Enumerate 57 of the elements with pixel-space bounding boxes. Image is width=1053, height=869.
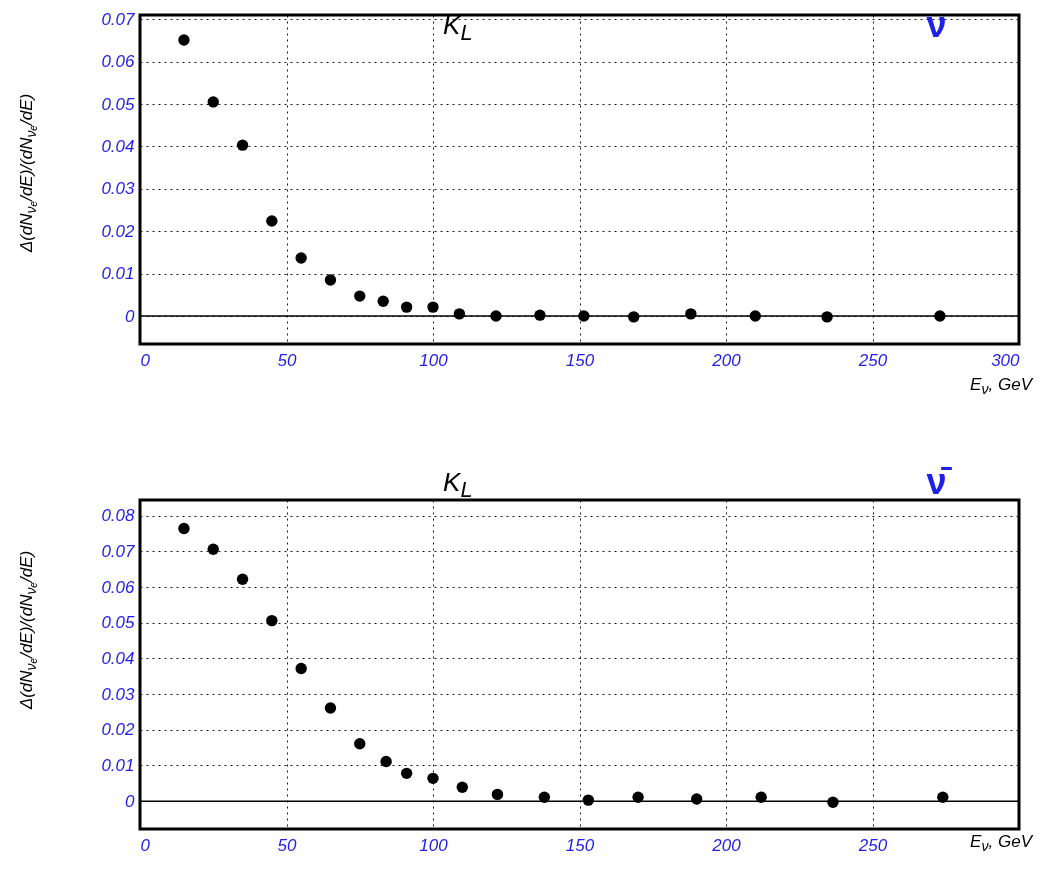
y-tick-label: 0.04 [101, 136, 135, 156]
point [380, 755, 392, 768]
x-axis-title: E$_{ν}$, GeV [970, 375, 1032, 398]
x-tick-label: 50 [277, 835, 297, 855]
y-tick-label: 0.05 [101, 94, 136, 114]
point [207, 96, 219, 108]
point [207, 543, 219, 555]
x-tick-label: 0 [140, 835, 151, 855]
x-tick-label: 50 [277, 350, 297, 370]
point [178, 522, 190, 535]
y-tick-label: 0.04 [101, 648, 135, 668]
y-tick-label: 0.02 [101, 720, 136, 740]
point [324, 274, 337, 286]
x-tick-label: 0 [140, 350, 151, 370]
x-tick-label: 150 [565, 835, 595, 855]
point [236, 573, 249, 585]
annotation: K$_{L}$ [443, 10, 473, 47]
y-tick-label: 0 [125, 306, 136, 326]
point [236, 139, 249, 151]
point [400, 301, 413, 313]
y-tick-label: 0 [125, 791, 136, 811]
point [295, 662, 307, 675]
x-tick-label: 200 [711, 835, 742, 855]
x-tick-label: 300 [991, 350, 1021, 370]
point [456, 781, 468, 793]
x-axis-title: E$_{ν}$, GeV [970, 832, 1032, 855]
y-tick-label: 0.08 [101, 506, 136, 526]
y-tick-label: 0.03 [101, 179, 136, 199]
point [295, 252, 307, 264]
y-tick-label: 0.02 [101, 221, 136, 241]
y-tick-label: 0.01 [101, 755, 135, 775]
x-tick-label: 100 [419, 835, 449, 855]
x-tick-label: 250 [857, 350, 888, 370]
x-tick-label: 100 [419, 350, 449, 370]
point [400, 767, 413, 780]
point [324, 702, 337, 714]
point [178, 34, 190, 46]
y-tick-label: 0.05 [101, 613, 136, 633]
y-tick-label: 0.07 [101, 541, 136, 561]
point [266, 215, 278, 227]
point [377, 295, 389, 307]
annotation: ν [926, 4, 947, 46]
point [354, 290, 366, 302]
y-tick-label: 0.03 [101, 684, 136, 704]
x-tick-label: 250 [857, 835, 888, 855]
annotation: K$_{L}$ [443, 467, 473, 504]
point [266, 614, 278, 627]
point [491, 788, 504, 801]
x-tick-label: 150 [565, 350, 595, 370]
point [427, 772, 439, 785]
point [354, 738, 366, 750]
point [427, 301, 439, 313]
y-tick-label: 0.07 [101, 9, 136, 29]
y-tick-label: 0.01 [101, 264, 135, 284]
y-tick-label: 0.06 [101, 577, 136, 597]
y-tick-label: 0.06 [101, 52, 136, 72]
x-tick-label: 200 [711, 350, 742, 370]
